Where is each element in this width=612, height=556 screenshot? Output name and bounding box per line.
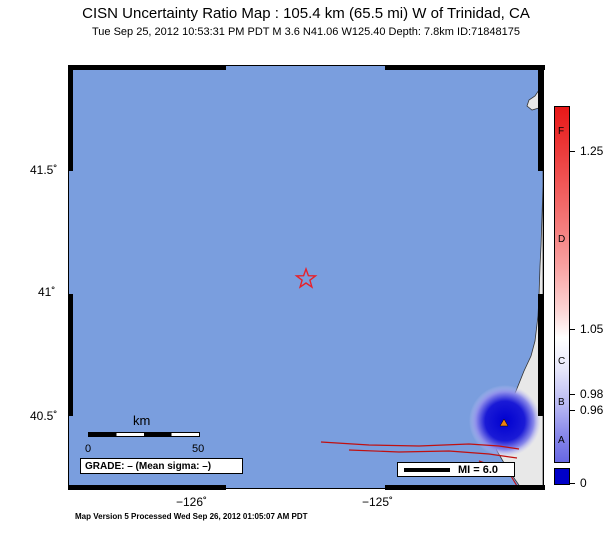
colorbar-zero-swatch [554, 468, 570, 485]
frame-bottom-right-bar [385, 485, 545, 490]
frame-top-right-bar [385, 65, 545, 70]
grade-letter-f: F [558, 126, 565, 137]
scale-end: 50 [192, 443, 205, 455]
map-canvas [294, 66, 543, 488]
event-info: Tue Sep 25, 2012 10:53:31 PM PDT M 3.6 N… [91, 26, 521, 38]
grade-box: GRADE: – (Mean sigma: –) [80, 458, 243, 474]
scale-bar [88, 432, 200, 437]
frame-left-top-bar [68, 65, 73, 171]
grade-letter-b: B [558, 397, 565, 408]
grade-letter-c: C [558, 356, 566, 367]
map-footer: Map Version 5 Processed Wed Sep 26, 2012… [75, 512, 308, 521]
map-area[interactable] [68, 65, 545, 490]
colorbar-value-1-25: 1.25 [580, 144, 604, 158]
mi-label: MI = 6.0 [458, 464, 499, 476]
colorbar-value-0-96: 0.96 [580, 403, 604, 417]
grade-letter-d: D [558, 234, 566, 245]
lat-label-40-5: 40.5˚ [30, 409, 58, 423]
colorbar-tick [570, 483, 575, 484]
colorbar [554, 106, 570, 463]
colorbar-value-0-98: 0.98 [580, 387, 604, 401]
lat-label-41: 41˚ [38, 285, 56, 299]
frame-bottom-left-bar [68, 485, 226, 490]
grade-letter-a: A [558, 435, 565, 446]
station-triangle-icon [499, 418, 509, 427]
frame-right-top-bar [538, 65, 543, 171]
mi-bar [404, 468, 450, 472]
frame-right-mid-bar [538, 294, 543, 416]
epicenter-star-icon [294, 266, 318, 289]
colorbar-value-1-05: 1.05 [580, 322, 604, 336]
frame-top-left-bar [68, 65, 226, 70]
scale-unit: km [133, 413, 151, 428]
colorbar-value-0: 0 [580, 476, 587, 490]
lon-label-126: −126˚ [176, 495, 208, 509]
colorbar-tick [570, 151, 575, 152]
colorbar-tick [570, 410, 575, 411]
frame-left-mid-bar [68, 294, 73, 416]
scale-start: 0 [85, 443, 92, 455]
mi-legend: MI = 6.0 [397, 462, 515, 477]
lon-label-125: −125˚ [362, 495, 394, 509]
lat-label-41-5: 41.5˚ [30, 163, 58, 177]
colorbar-tick [570, 394, 575, 395]
colorbar-tick [570, 329, 575, 330]
map-title: CISN Uncertainty Ratio Map : 105.4 km (6… [82, 5, 530, 22]
